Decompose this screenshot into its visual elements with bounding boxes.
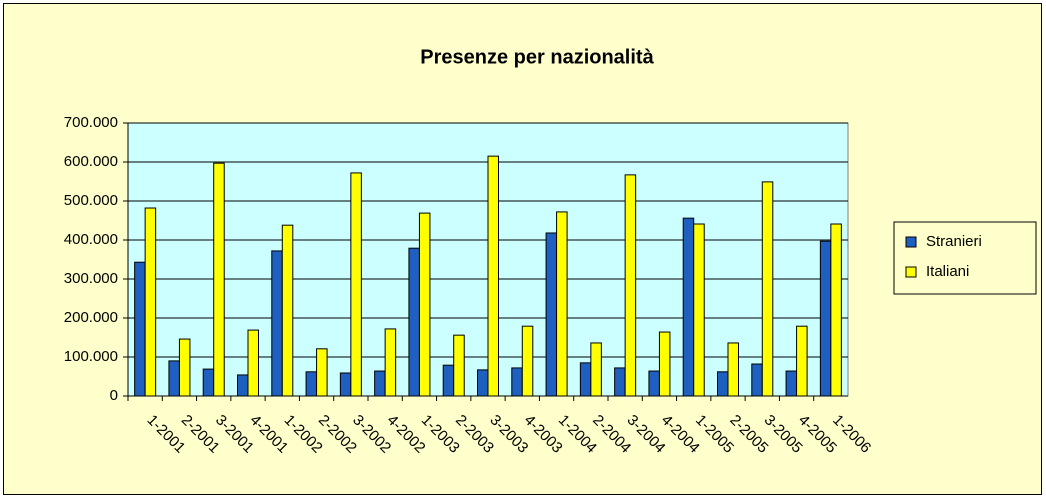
y-tick-label: 500.000: [64, 192, 118, 209]
bar: [453, 334, 465, 397]
bar: [521, 325, 534, 397]
bar: [408, 247, 420, 397]
bar: [830, 223, 842, 397]
bar: [316, 348, 328, 397]
bar: [614, 367, 626, 397]
bar: [134, 261, 146, 397]
y-tick-label: 100.000: [64, 348, 118, 365]
bar: [442, 364, 455, 397]
bar: [168, 360, 180, 397]
bar: [579, 362, 592, 397]
chart-title: Presenze per nazionalità: [420, 46, 654, 68]
y-tick-label: 400.000: [64, 231, 118, 248]
y-tick-label: 700.000: [64, 114, 118, 131]
y-tick-label: 300.000: [64, 270, 118, 287]
bar: [305, 371, 318, 397]
y-tick-label: 200.000: [64, 309, 118, 326]
legend-label: Stranieri: [926, 233, 982, 250]
legend-swatch: [905, 266, 917, 278]
bar: [237, 374, 249, 397]
bar: [682, 217, 695, 397]
bar: [658, 331, 671, 397]
bar: [178, 338, 191, 397]
bar: [785, 370, 798, 397]
legend-swatch: [905, 236, 917, 248]
bar: [144, 207, 157, 397]
y-tick-label: 0: [110, 387, 118, 404]
bar: [339, 372, 352, 397]
bar: [545, 232, 558, 397]
legend: [893, 221, 1037, 295]
bar: [350, 172, 362, 397]
bar: [717, 371, 729, 397]
bar: [418, 212, 431, 397]
bar: [624, 174, 637, 397]
bar: [796, 325, 808, 397]
bar: [213, 162, 225, 397]
bar: [727, 342, 739, 397]
bar: [384, 328, 397, 397]
bar: [556, 211, 568, 397]
bar: [247, 329, 259, 397]
y-tick-label: 600.000: [64, 153, 118, 170]
bar: [751, 363, 763, 397]
bar: [693, 223, 705, 397]
bar: [487, 155, 499, 397]
bar: [590, 342, 602, 397]
bar: [648, 370, 660, 397]
legend-label: Italiani: [926, 263, 969, 280]
bar: [511, 367, 523, 397]
bar: [281, 224, 294, 397]
bar: [819, 240, 832, 397]
bar: [477, 369, 489, 397]
bar: [761, 181, 774, 397]
bar: [202, 368, 215, 397]
bar: [374, 370, 386, 397]
bar: [271, 250, 283, 397]
